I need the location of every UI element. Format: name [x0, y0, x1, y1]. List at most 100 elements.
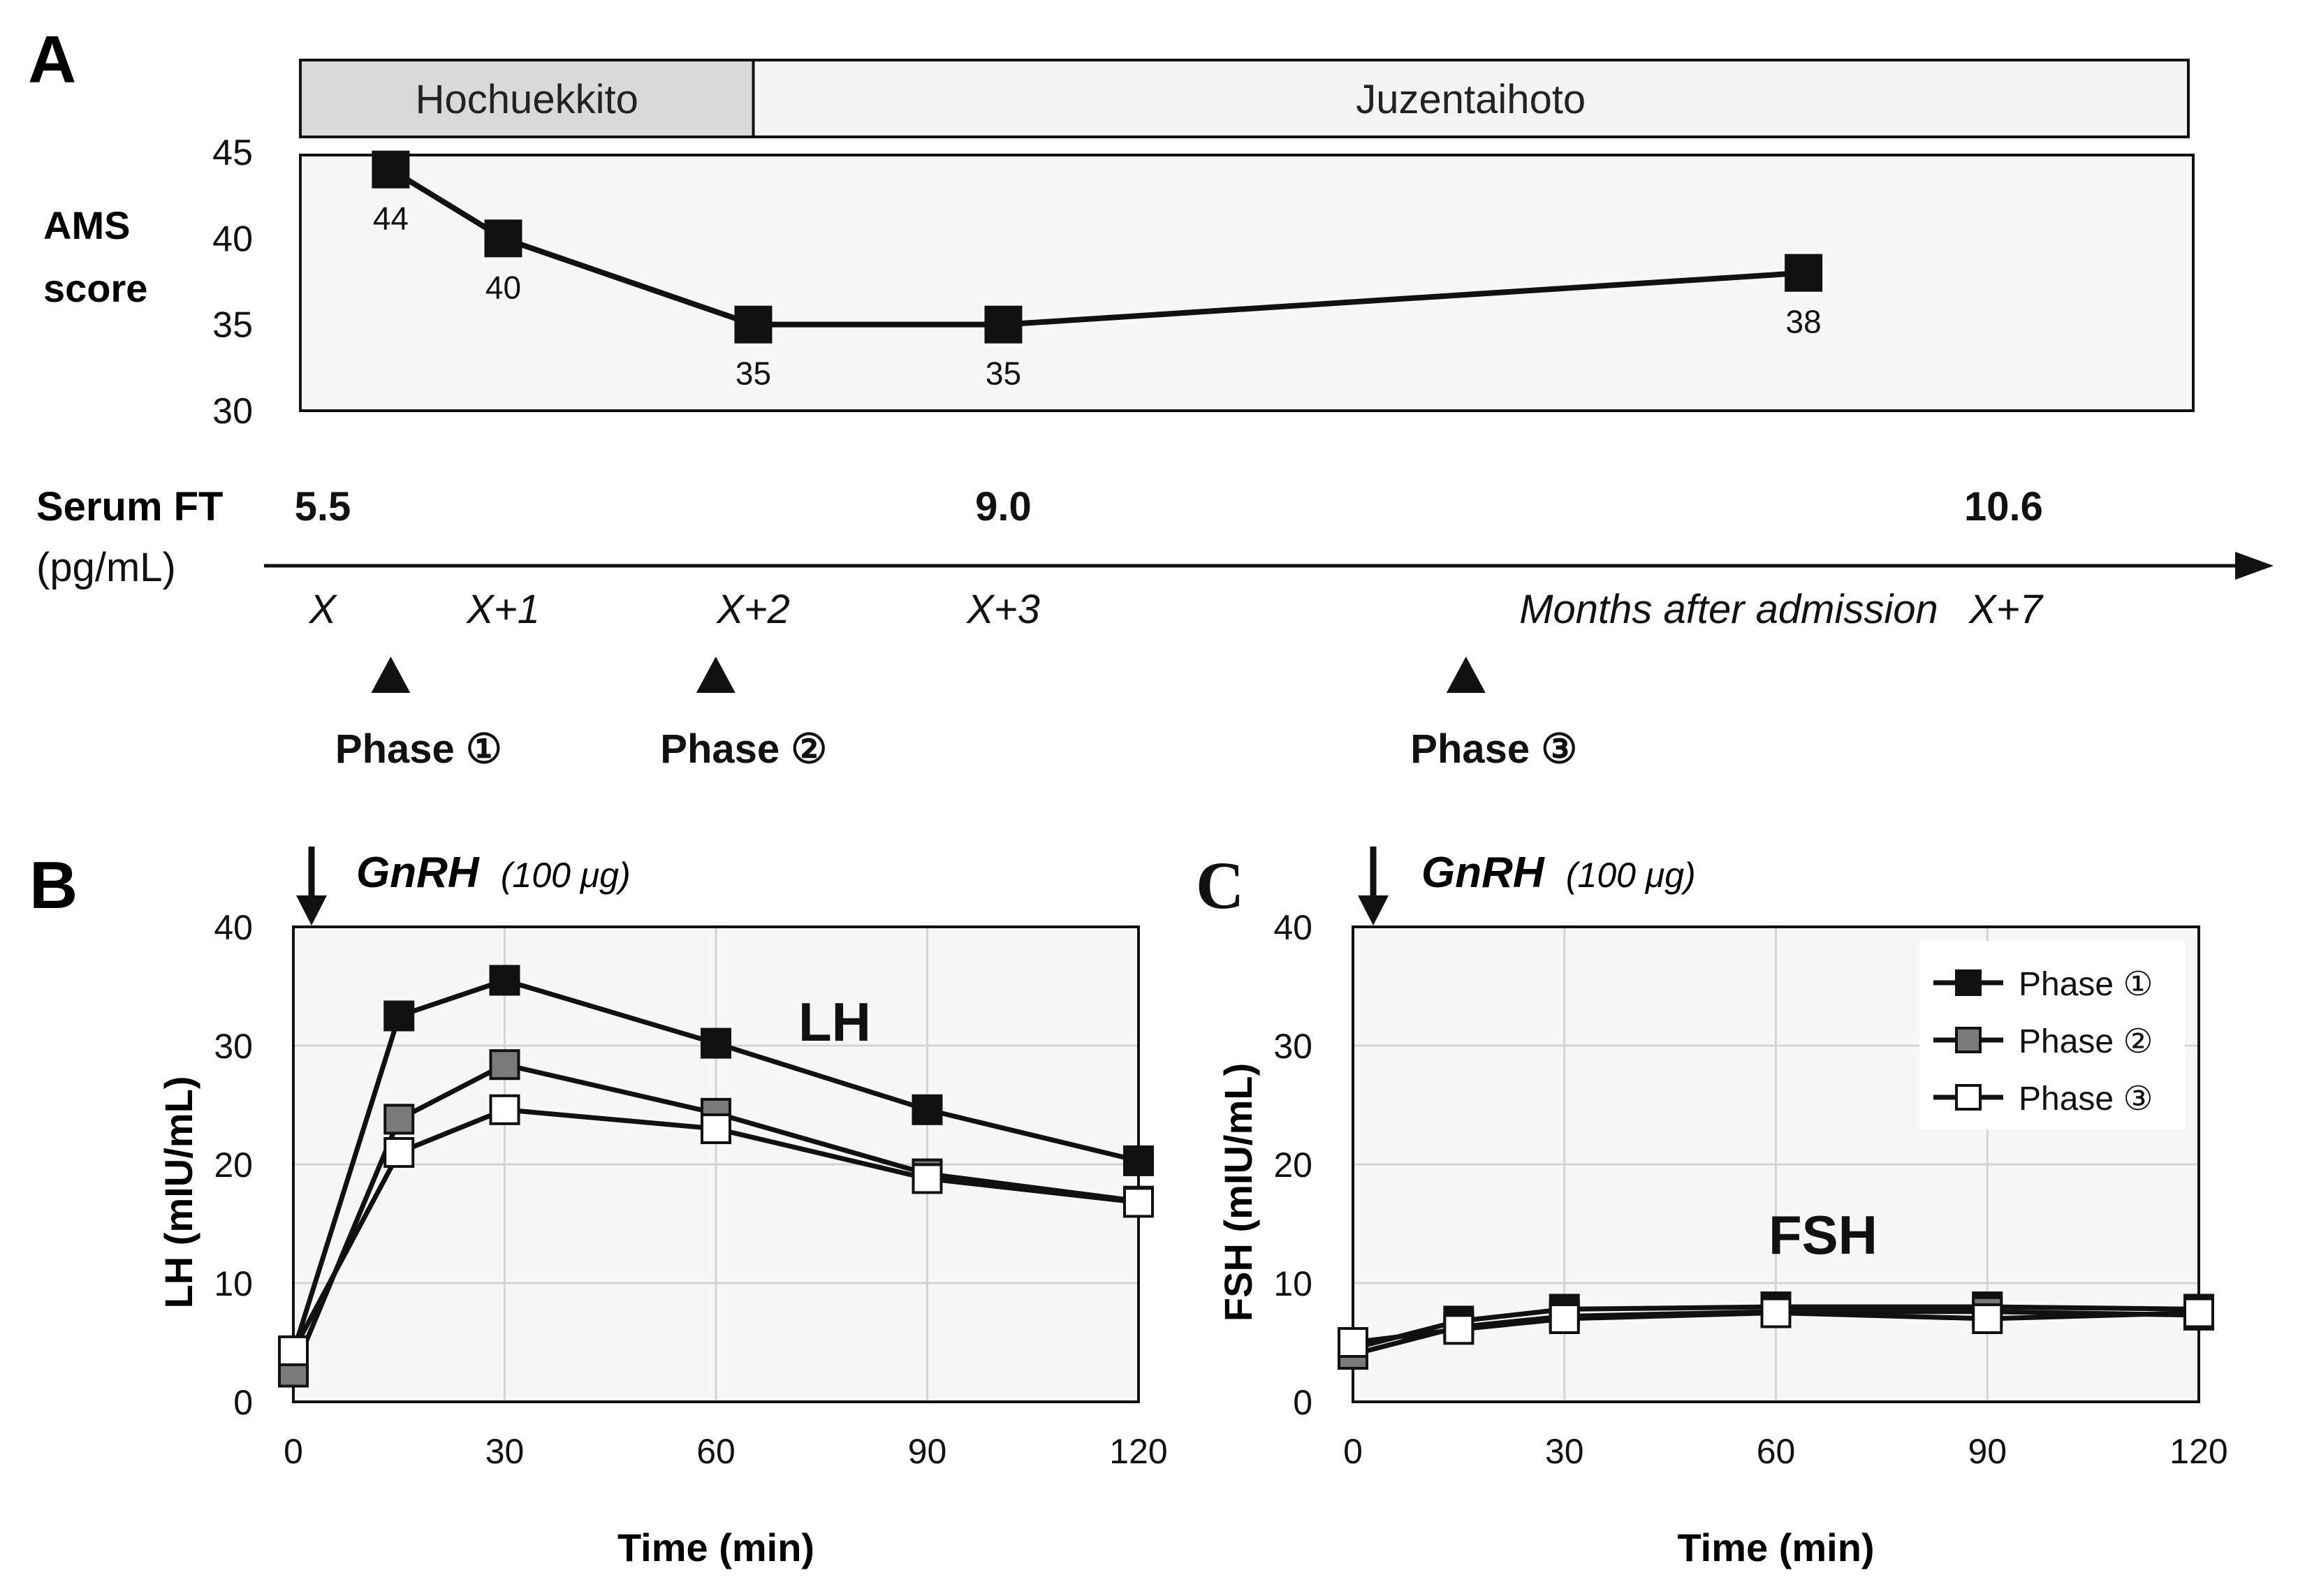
fsh-plot-frame [1352, 925, 2200, 1403]
timeline-caption: Months after admission [1519, 587, 1938, 632]
fsh-data-point [1972, 1303, 2003, 1334]
lh-data-point [278, 1335, 309, 1366]
fsh-y-axis-title: FSH (mIU/mL) [1216, 1063, 1260, 1322]
ams-series: 44 40 35 35 38 [372, 150, 1823, 392]
fsh-x-tick-label: 120 [2169, 1432, 2227, 1471]
panel-b-stimulus-line: GnRH (100 μg) [356, 849, 631, 897]
fsh-x-tick-label: 0 [1343, 1432, 1363, 1471]
fsh-x-tick-label: 30 [1545, 1432, 1584, 1471]
panel-c-stimulus-line: GnRH (100 μg) [1421, 849, 1696, 897]
ams-data-point [372, 150, 410, 189]
lh-data-point [701, 1027, 731, 1059]
lh-x-tick-label: 90 [908, 1432, 947, 1471]
timeline-arrowhead [2235, 552, 2274, 580]
timeline-tick-label: X+7 [1968, 587, 2044, 632]
lh-data-point [1123, 1187, 1154, 1218]
lh-y-tick-label: 30 [214, 1027, 253, 1066]
panel-c: C GnRH (100 μg) 0 10 20 30 40 0 30 60 90 120 Time … [1196, 847, 2228, 1569]
timeline-tick-label: X+1 [465, 587, 540, 632]
serum-ft-value: 5.5 [295, 484, 351, 529]
fsh-y-tick-label: 10 [1273, 1264, 1312, 1303]
lh-data-point [912, 1163, 943, 1194]
phase-arrow-icon [696, 657, 735, 693]
ams-data-point [984, 305, 1023, 344]
treatment-band-juzentaihoto [752, 59, 2190, 138]
gnrh-arrow-icon [296, 847, 327, 925]
panel-b-dose: (100 μg) [501, 856, 631, 895]
panel-a: A Hochuekkito Juzentaihoto 30 35 40 45 44 40… [28, 22, 2274, 772]
fsh-x-axis-title: Time (min) [1677, 1525, 1874, 1569]
lh-x-axis-title: Time (min) [617, 1525, 814, 1569]
fsh-x-tick-label: 60 [1757, 1432, 1796, 1471]
lh-data-point [489, 1094, 520, 1125]
ams-ylabel-line2: score [43, 266, 147, 310]
serum-ft-label: Serum FT [36, 484, 224, 529]
panel-b: B GnRH (100 μg) 0 10 20 30 40 0 30 60 90 120 Time … [29, 847, 1168, 1569]
fsh-data-point [1443, 1314, 1474, 1345]
panel-b-letter: B [29, 848, 78, 923]
fsh-legend-marker [1955, 1027, 1982, 1053]
fsh-y-tick-label: 20 [1273, 1145, 1312, 1185]
ams-data-point [734, 305, 773, 344]
lh-series-line [291, 977, 1139, 1353]
ams-ylabel-line1: AMS [43, 203, 130, 247]
fsh-data-point [1760, 1297, 1792, 1328]
panel-c-letter: C [1196, 848, 1244, 923]
serum-ft-values: 5.5 9.0 10.6 [295, 484, 2043, 529]
fsh-chart: 0 10 20 30 40 0 30 60 90 120 Time (min) FSH (mIU/mL… [1216, 908, 2228, 1569]
ams-y-tick-label: 30 [212, 391, 253, 432]
phase-label: Phase ① [335, 726, 502, 772]
fsh-y-tick-label: 30 [1273, 1027, 1312, 1066]
lh-data-point [383, 1000, 415, 1032]
fsh-legend-label: Phase ② [2019, 1023, 2153, 1060]
treatment-label-hochuekkito: Hochuekkito [416, 77, 638, 122]
lh-y-tick-label: 40 [214, 908, 253, 947]
phase-label: Phase ② [660, 726, 827, 772]
ams-data-point [1785, 254, 1823, 292]
panel-b-stimulus: GnRH [356, 849, 480, 897]
fsh-legend-marker [1955, 1084, 1982, 1111]
lh-data-point [489, 965, 520, 996]
lh-series-line [291, 1107, 1139, 1352]
panel-a-letter: A [28, 22, 76, 97]
panel-c-stimulus: GnRH [1421, 849, 1545, 897]
ams-y-tick-label: 40 [212, 219, 253, 259]
fsh-x-tick-label: 90 [1968, 1432, 2007, 1471]
lh-data-point [489, 1049, 520, 1081]
timeline-tick-labels: X X+1 X+2 X+3 X+7 [308, 587, 2044, 632]
lh-data-point [1123, 1145, 1154, 1176]
lh-data-point [383, 1104, 415, 1135]
lh-x-tick-label: 120 [1109, 1432, 1167, 1471]
lh-data-point [912, 1094, 943, 1125]
lh-y-axis-title: LH (mIU/mL) [156, 1076, 200, 1309]
fsh-data-point [1549, 1303, 1580, 1334]
lh-x-tick-label: 0 [284, 1432, 303, 1471]
phase-markers: Phase ① Phase ② Phase ③ [335, 657, 1577, 772]
gnrh-arrow-icon [1358, 847, 1389, 925]
phase-arrow-icon [371, 657, 411, 693]
fsh-legend-marker [1955, 969, 1982, 996]
fsh-legend-label: Phase ③ [2019, 1081, 2153, 1118]
fsh-data-point [2183, 1297, 2214, 1328]
ams-data-label: 38 [1786, 304, 1822, 340]
lh-chart: 0 10 20 30 40 0 30 60 90 120 Time (min) LH (mIU/mL)… [156, 908, 1168, 1569]
fsh-legend-label: Phase ① [2019, 966, 2153, 1003]
lh-data-point [383, 1137, 415, 1168]
phase-label: Phase ③ [1410, 726, 1577, 772]
panel-c-dose: (100 μg) [1566, 856, 1696, 895]
ams-y-tick-label: 45 [212, 133, 253, 173]
fsh-chart-title: FSH [1769, 1204, 1878, 1266]
serum-ft-unit: (pg/mL) [36, 545, 176, 590]
lh-y-tick-label: 20 [214, 1145, 253, 1185]
lh-data-point [701, 1113, 731, 1144]
ams-data-label: 35 [735, 356, 771, 392]
lh-chart-title: LH [798, 991, 871, 1053]
fsh-y-tick-label: 0 [1293, 1383, 1312, 1422]
ams-plot-area [299, 154, 2195, 412]
timeline-tick-label: X+2 [715, 587, 790, 632]
timeline-tick-label: X [308, 587, 338, 632]
treatment-band-hochuekkito [299, 59, 755, 138]
serum-ft-value: 9.0 [975, 484, 1032, 529]
phase-arrow-icon [1446, 657, 1486, 693]
